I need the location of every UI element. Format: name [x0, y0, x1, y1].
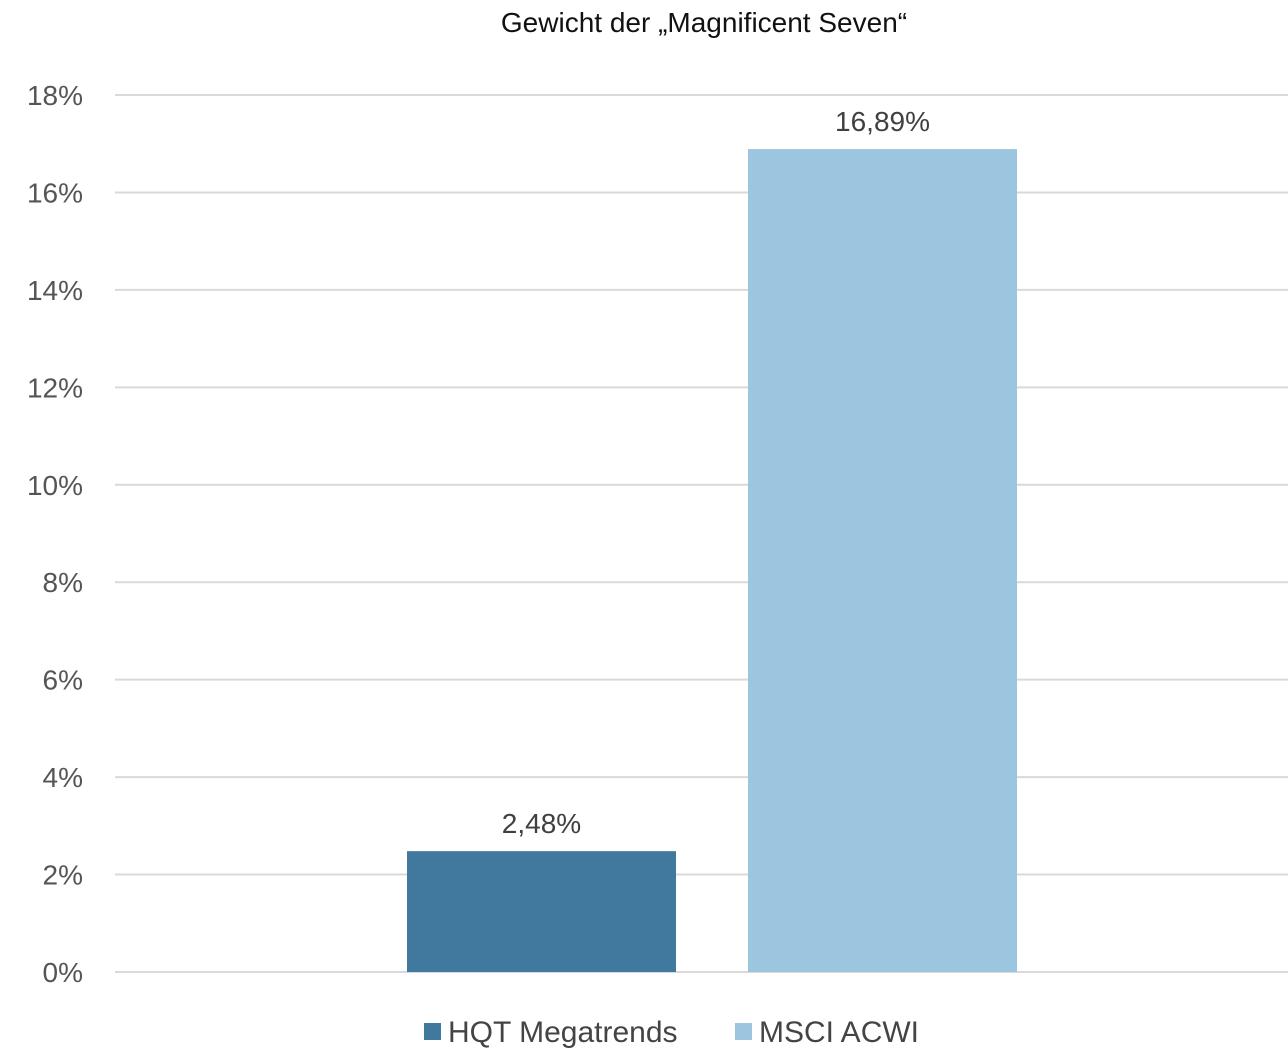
y-tick-label: 4% — [43, 762, 83, 793]
y-tick-label: 18% — [27, 80, 83, 111]
y-tick-label: 16% — [27, 177, 83, 208]
legend-swatch — [424, 1023, 441, 1040]
data-label: 2,48% — [502, 808, 581, 839]
y-tick-label: 8% — [43, 567, 83, 598]
data-label: 16,89% — [835, 106, 930, 137]
legend-item: HQT Megatrends — [424, 1016, 678, 1049]
y-tick-label: 10% — [27, 470, 83, 501]
y-axis-tick-labels: 0% 2% 4% 6% 8% 10% 12% 14% 16% 18% — [27, 80, 83, 988]
legend-swatch — [735, 1023, 752, 1040]
gridlines — [115, 94, 1288, 973]
data-labels: 2,48% 16,89% — [502, 106, 930, 839]
bar-hqt-megatrends — [407, 851, 676, 972]
legend-label: MSCI ACWI — [759, 1016, 919, 1049]
legend-label: HQT Megatrends — [448, 1016, 678, 1049]
y-tick-label: 12% — [27, 372, 83, 403]
bar-msci-acwi — [748, 149, 1017, 972]
chart-title: Gewicht der „Magnificent Seven“ — [501, 7, 907, 38]
y-tick-label: 14% — [27, 275, 83, 306]
y-tick-label: 6% — [43, 665, 83, 696]
y-tick-label: 2% — [43, 860, 83, 891]
bars — [407, 149, 1017, 972]
legend-item: MSCI ACWI — [735, 1016, 919, 1049]
legend: HQT Megatrends MSCI ACWI — [424, 1016, 919, 1049]
y-tick-label: 0% — [43, 957, 83, 988]
